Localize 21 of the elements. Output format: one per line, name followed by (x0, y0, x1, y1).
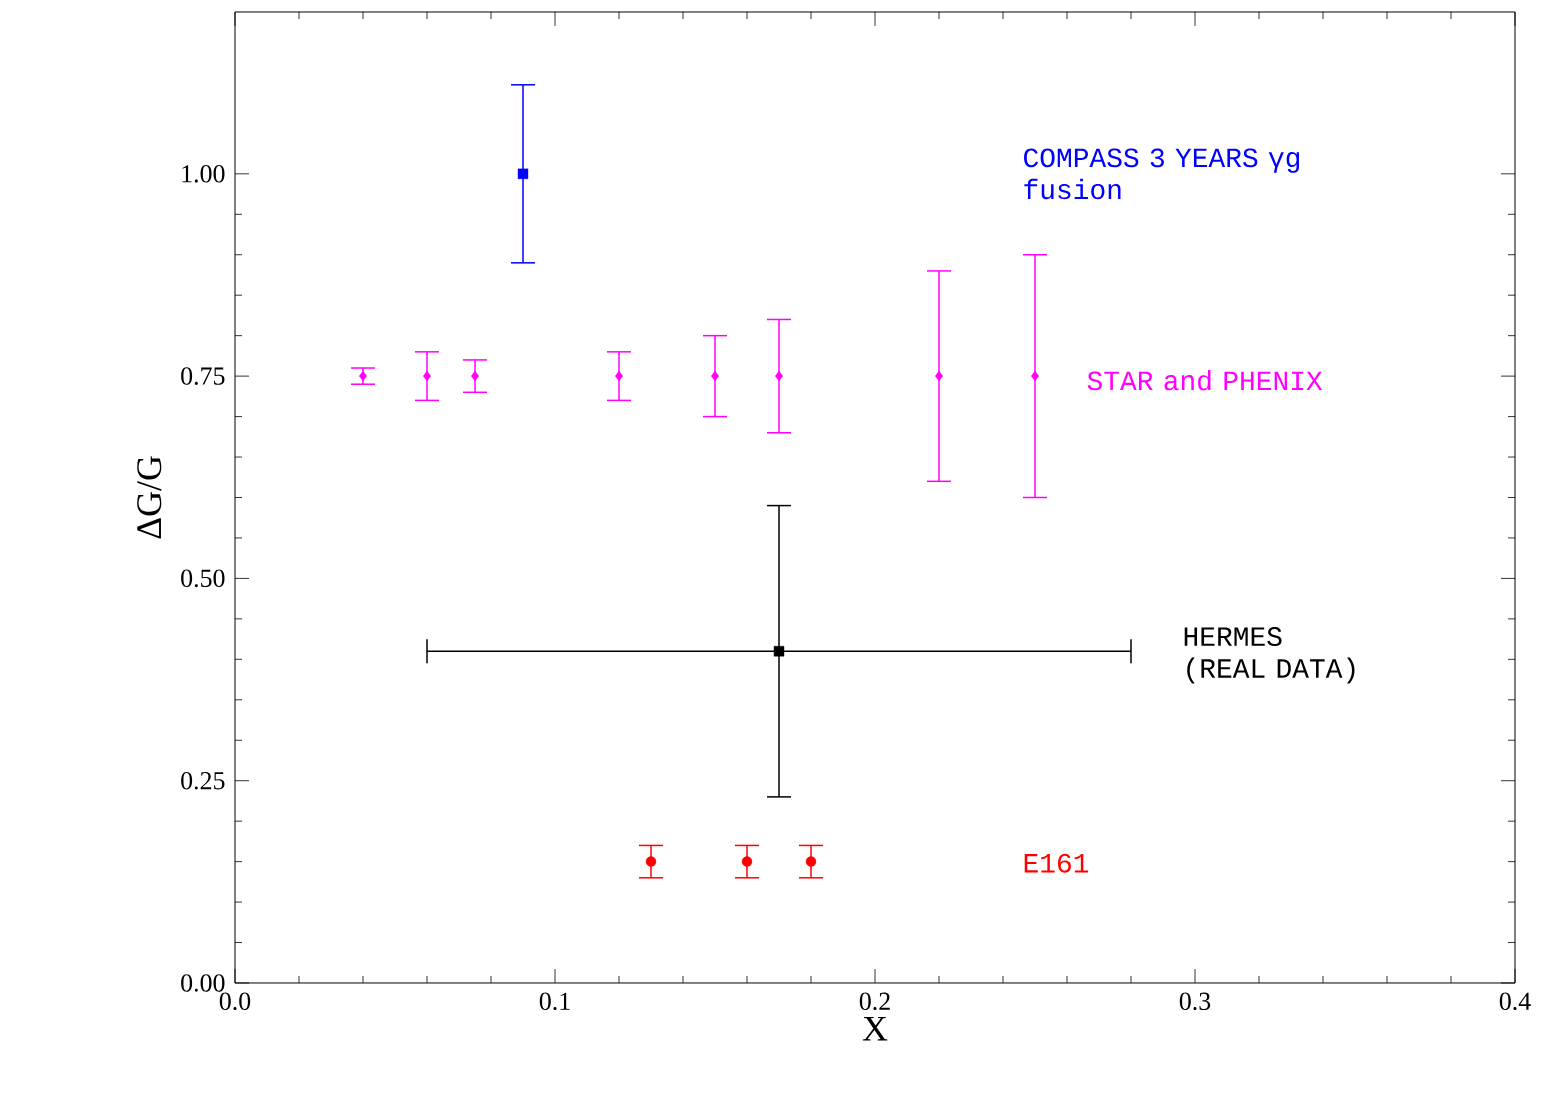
point (805, 856, 817, 867)
text: COMPASS 3 YEARS γg fusion (1024, 148, 1300, 200)
x-tick-label: 0.4 (1499, 992, 1531, 1011)
y-axis-title: ΔG/G (137, 456, 162, 539)
point (741, 856, 753, 867)
text: HERMES (REAL DATA) (1184, 627, 1355, 684)
x-tick-label: 0.1 (539, 992, 570, 1011)
x-axis-title: X (862, 1016, 888, 1041)
point (773, 646, 785, 657)
x-tick-label: 0.3 (1179, 992, 1211, 1011)
x-tick-label: 0.0 (219, 992, 251, 1011)
y-tick-label: 0.25 (181, 771, 225, 790)
series-label: STAR and PHENIX (1087, 369, 1323, 391)
point (517, 168, 529, 180)
text: E161 (1024, 853, 1089, 873)
point (645, 856, 657, 867)
y-tick-label: 0.00 (181, 974, 225, 992)
x-tick-label: 0.2 (859, 992, 890, 1011)
y-tick-label: 0.75 (181, 367, 225, 385)
y-tick-label: 0.50 (181, 569, 225, 588)
y-tick-label: 1.00 (182, 165, 225, 183)
